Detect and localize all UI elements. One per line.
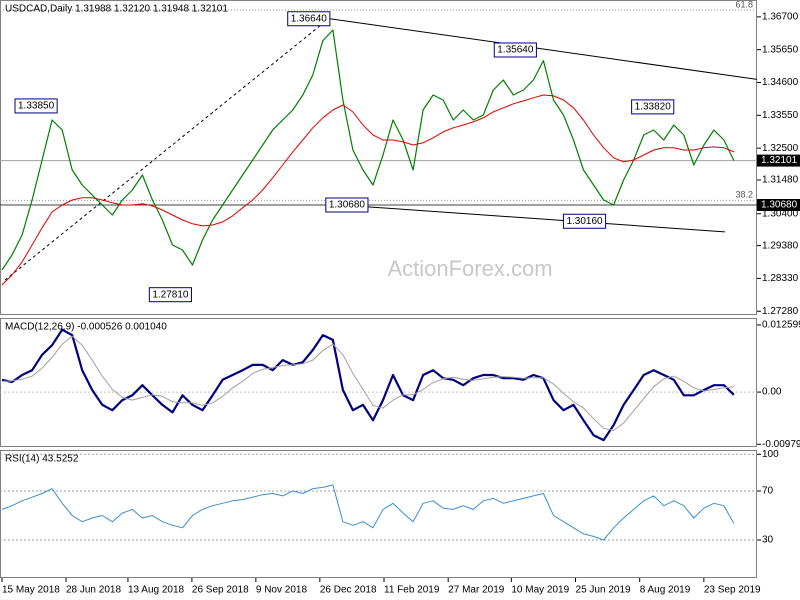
y-tick-label: 1.32500 (762, 143, 799, 154)
y-tick-label: 30 (762, 535, 774, 546)
x-tick-label: 9 Nov 2018 (256, 585, 308, 596)
fib-label: 61.8 (735, 0, 753, 9)
series-line (1, 484, 735, 541)
x-tick-label: 25 Jun 2019 (576, 585, 631, 596)
annotation-box (14, 98, 58, 114)
annotation-box (493, 42, 537, 58)
level-label-box (757, 154, 800, 167)
x-tick-label: 13 Aug 2018 (128, 585, 185, 596)
y-tick-label: 0.012599 (762, 320, 800, 331)
trendline (367, 206, 725, 233)
x-tick-label: 10 May 2019 (511, 585, 569, 596)
annotation-box (148, 287, 193, 303)
level-label: 1.32101 (761, 155, 798, 166)
fib-label: 38.2 (735, 190, 753, 200)
y-tick-label: -0.00979 (762, 439, 800, 450)
x-tick-label: 26 Dec 2018 (320, 585, 377, 596)
series-line (1, 328, 735, 442)
panel-frame (0, 0, 757, 315)
y-tick-label: 1.35650 (762, 44, 799, 55)
annotation-label: 1.33850 (18, 101, 55, 112)
x-tick-label: 23 Sep 2019 (704, 585, 761, 596)
x-tick-label: 26 Sep 2018 (192, 585, 249, 596)
x-tick-label: 15 May 2018 (2, 585, 60, 596)
level-label: 1.30680 (761, 200, 798, 211)
x-tick-label: 8 Aug 2019 (640, 585, 691, 596)
annotation-box (287, 11, 331, 27)
annotation-label: 1.30680 (329, 200, 366, 211)
y-tick-label: 1.29380 (762, 240, 799, 251)
panel-title: MACD(12,26,9) -0.000526 0.001040 (5, 322, 167, 333)
annotation-label: 1.30160 (566, 216, 603, 227)
panel-frame (0, 318, 757, 447)
y-tick-label: 1.34600 (762, 77, 799, 88)
annotation-label: 1.27810 (152, 289, 189, 300)
annotation-box (631, 99, 675, 115)
y-tick-label: 1.36700 (762, 12, 799, 23)
series-line (1, 94, 735, 286)
annotation-label: 1.35640 (497, 45, 534, 56)
y-tick-label: 1.28330 (762, 273, 799, 284)
annotation-label: 1.36640 (291, 13, 328, 24)
x-tick-label: 11 Feb 2019 (384, 585, 440, 596)
annotation-box (325, 197, 369, 213)
panel-title: USDCAD,Daily 1.31988 1.32120 1.31948 1.3… (5, 4, 228, 15)
annotation-label: 1.33820 (635, 102, 672, 113)
series-line (1, 335, 734, 431)
series-line (1, 29, 735, 271)
x-tick-label: 28 Jun 2018 (66, 585, 121, 596)
y-tick-label: 1.31480 (762, 175, 799, 186)
level-label-box (757, 199, 800, 211)
y-tick-label: 100 (762, 449, 779, 460)
trendline (329, 18, 758, 80)
annotation-box (562, 213, 607, 229)
trendline (4, 21, 326, 281)
y-tick-label: 1.27280 (762, 306, 799, 317)
panel-frame (0, 450, 757, 578)
watermark: ActionForex.com (387, 256, 552, 281)
x-tick-label: 27 Mar 2019 (448, 585, 505, 596)
panel-title: RSI(14) 43.5252 (5, 454, 79, 465)
y-tick-label: 0.00 (762, 387, 782, 398)
y-tick-label: 70 (762, 486, 774, 497)
y-tick-label: 1.33550 (762, 110, 799, 121)
y-tick-label: 1.30400 (762, 208, 799, 219)
